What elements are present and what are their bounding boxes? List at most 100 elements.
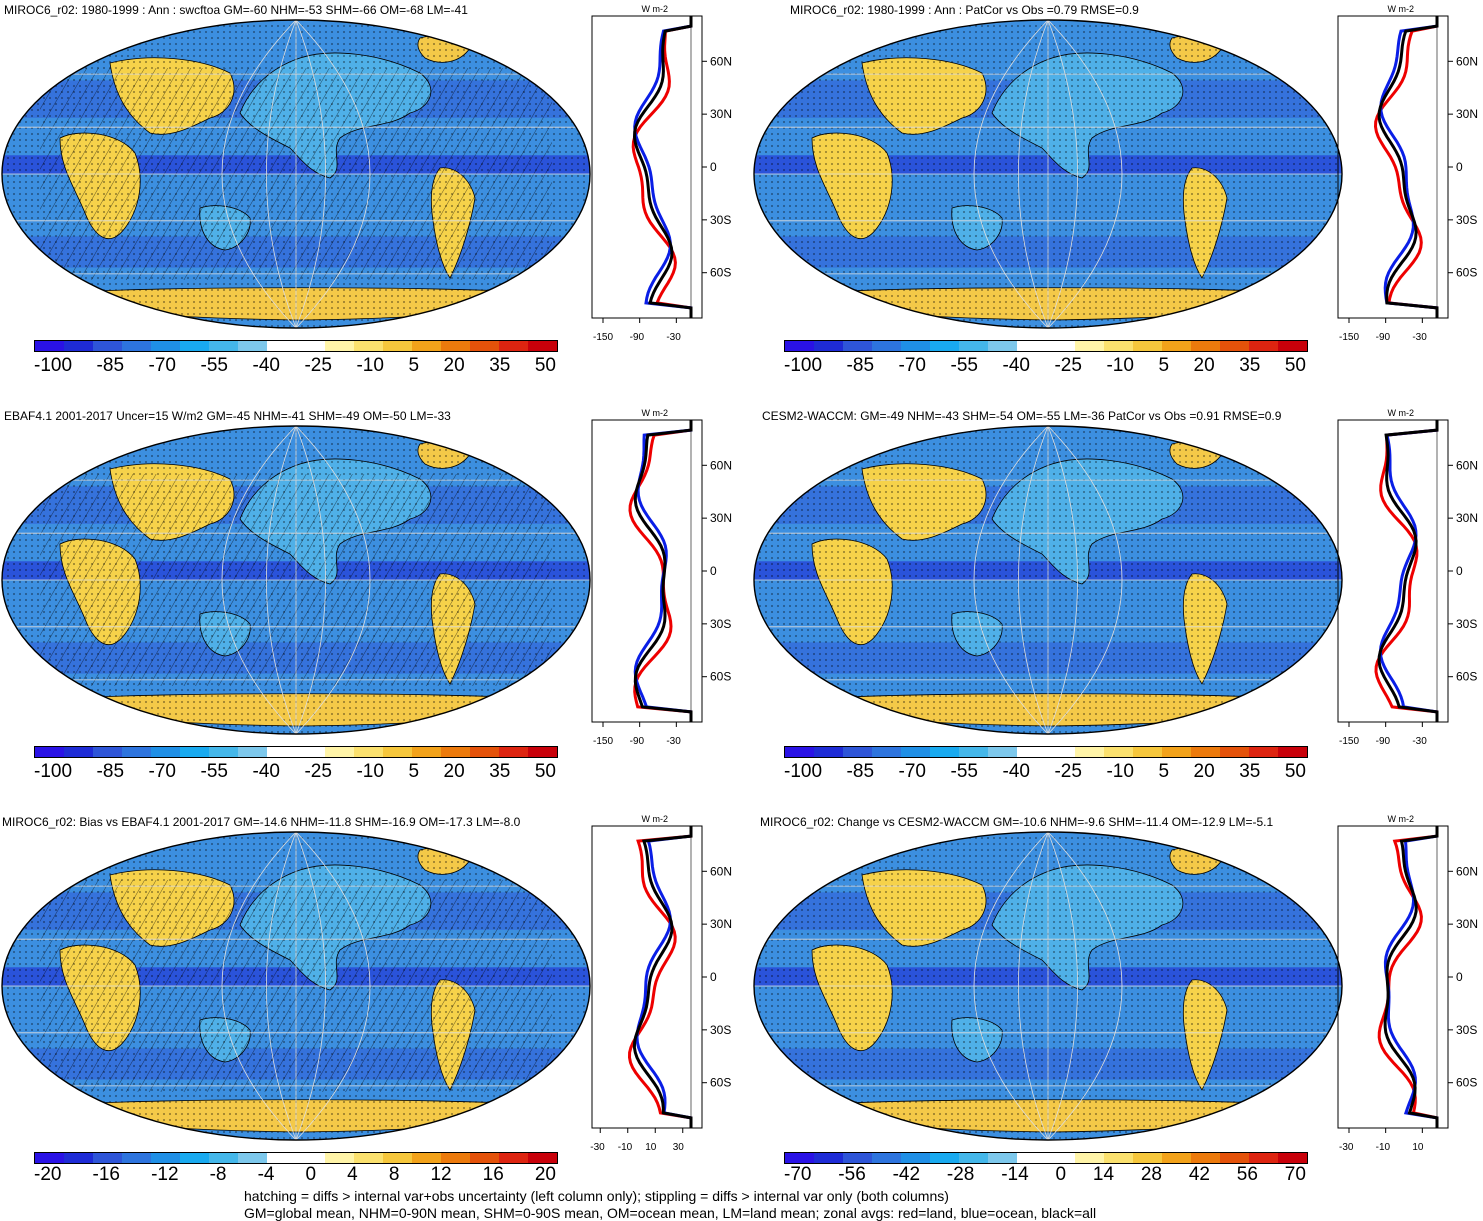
zonal-line [627, 826, 693, 1128]
colorbar-tick-label: -40 [252, 761, 280, 782]
lat-label: 30S [1456, 1023, 1477, 1037]
colorbar-tick-label: 5 [1158, 761, 1170, 782]
colorbar-tick-label: -40 [1002, 761, 1030, 782]
zonal-line [631, 16, 693, 318]
lat-label: 30N [1456, 107, 1478, 121]
colorbar-tick-label: -85 [96, 761, 125, 782]
colorbar-tick-label: -85 [846, 355, 875, 376]
map-panel-5 [1, 831, 591, 1141]
colorbar-tick-label: -8 [209, 1164, 227, 1185]
footer-line-2: GM=global mean, NHM=0-90N mean, SHM=0-90… [244, 1205, 1097, 1221]
lat-label: 60S [710, 266, 731, 280]
zonal-x-tick: -10 [618, 1142, 633, 1153]
zonal-x-tick: -30 [666, 332, 681, 343]
colorbar-tick-label: 28 [1140, 1164, 1162, 1185]
colorbar-tick-label: 70 [1284, 1164, 1306, 1185]
zonal-line [1383, 826, 1439, 1128]
zonal-line [632, 16, 693, 318]
colorbar-tick-label: 56 [1236, 1164, 1258, 1185]
zonal-line [635, 826, 693, 1128]
colorbar-tick-label: 0 [305, 1164, 317, 1185]
colorbar-tick-label: 20 [1193, 761, 1215, 782]
colorbar-tick-label: -85 [96, 355, 125, 376]
lat-label: 0 [1456, 564, 1463, 578]
zonal-line [633, 16, 693, 318]
zonal-line [1379, 16, 1439, 318]
colorbar-tick-label: 20 [1193, 355, 1215, 376]
colorbar-labels-6: -70 -56 -42 -28 -14 0 14 28 42 56 70 [784, 1164, 1306, 1186]
colorbar-tick-label: -70 [898, 355, 926, 376]
panel-title-6: MIROC6_r02: Change vs CESM2-WACCM GM=-10… [760, 815, 1274, 829]
zonal-panel-4: W m-2 60N 30N 0 30S 60S -150 -90 -30 [1337, 408, 1478, 747]
lat-label: 60S [710, 1076, 731, 1090]
zonal-line [1378, 420, 1439, 722]
colorbar-tick-label: -55 [200, 355, 228, 376]
colorbar-tick-label: -14 [1001, 1164, 1029, 1185]
zonal-x-tick: 10 [1412, 1142, 1424, 1153]
lat-label: 30N [1456, 511, 1478, 525]
colorbar-2 [784, 340, 1308, 352]
lat-label: 60S [1456, 266, 1477, 280]
lat-label: 60N [1456, 458, 1478, 472]
colorbar-labels-2: -100 -85 -70 -55 -40 -25 -10 5 20 35 50 [784, 355, 1306, 377]
colorbar-tick-label: -100 [34, 761, 73, 782]
colorbar-tick-label: -20 [34, 1164, 62, 1185]
map-panel-4 [753, 425, 1343, 735]
colorbar-tick-label: 16 [482, 1164, 504, 1185]
map-panel-6 [753, 831, 1343, 1141]
colorbar-1 [34, 340, 558, 352]
colorbar-tick-label: -70 [148, 355, 176, 376]
colorbar-tick-label: -100 [34, 355, 73, 376]
zonal-line [633, 420, 693, 722]
lat-label: 30N [1456, 917, 1478, 931]
lat-label: 60N [1456, 54, 1478, 68]
colorbar-tick-label: 50 [534, 355, 556, 376]
colorbar-tick-label: -4 [257, 1164, 275, 1185]
zonal-x-tick: -90 [1376, 736, 1391, 747]
colorbar-tick-label: 50 [534, 761, 556, 782]
zonal-line [1377, 826, 1439, 1128]
zonal-x-tick: -30 [1412, 332, 1427, 343]
zonal-x-tick: -150 [1339, 736, 1359, 747]
colorbar-tick-label: -100 [784, 761, 823, 782]
lat-label: 30N [710, 511, 732, 525]
colorbar-tick-label: -85 [846, 761, 875, 782]
colorbar-tick-label: 8 [388, 1164, 400, 1185]
colorbar-tick-label: -40 [252, 355, 280, 376]
colorbar-tick-label: -25 [304, 355, 332, 376]
zonal-panel-2: W m-2 60N 30N 0 30S 60S -150 -90 -30 [1337, 4, 1478, 343]
colorbar-tick-label: 20 [534, 1164, 556, 1185]
lat-label: 60S [1456, 1076, 1477, 1090]
panel-title-5: MIROC6_r02: Bias vs EBAF4.1 2001-2017 GM… [2, 815, 521, 829]
colorbar-tick-label: 35 [489, 355, 511, 376]
colorbar-tick-label: 42 [1188, 1164, 1210, 1185]
colorbar-tick-label: -28 [946, 1164, 975, 1185]
zonal-units-label: W m-2 [642, 814, 669, 824]
colorbar-tick-label: -55 [950, 761, 978, 782]
colorbar-tick-label: -55 [200, 761, 228, 782]
lat-label: 60N [710, 54, 732, 68]
colorbar-tick-label: -70 [784, 1164, 812, 1185]
colorbar-tick-label: 50 [1284, 761, 1306, 782]
footer-line-1: hatching = diffs > internal var+obs unce… [244, 1188, 949, 1204]
zonal-x-tick: 30 [673, 1142, 685, 1153]
zonal-units-label: W m-2 [1388, 814, 1415, 824]
lat-label: 60N [1456, 864, 1478, 878]
zonal-panel-6: W m-2 60N 30N 0 30S 60S -30 -10 10 [1337, 814, 1478, 1153]
zonal-x-tick: -30 [1412, 736, 1427, 747]
zonal-x-tick: -30 [666, 736, 681, 747]
colorbar-3 [34, 746, 558, 758]
colorbar-tick-label: -10 [356, 761, 384, 782]
colorbar-tick-label: 20 [443, 355, 465, 376]
colorbar-tick-label: 12 [430, 1164, 452, 1185]
zonal-line [1377, 420, 1439, 722]
zonal-units-label: W m-2 [1388, 4, 1415, 14]
panel-title-2: MIROC6_r02: 1980-1999 : Ann : PatCor vs … [790, 3, 1139, 17]
map-panel-1 [1, 19, 591, 329]
colorbar-tick-label: 0 [1055, 1164, 1067, 1185]
colorbar-tick-label: -70 [148, 761, 176, 782]
zonal-panel-5: W m-2 60N 30N 0 30S 60S -30 -10 10 30 [590, 814, 732, 1153]
colorbar-tick-label: -100 [784, 355, 823, 376]
colorbar-tick-label: 14 [1092, 1164, 1115, 1185]
zonal-panel-1: W m-2 60N 30N 0 30S 60S -150 -90 -30 [591, 4, 732, 343]
